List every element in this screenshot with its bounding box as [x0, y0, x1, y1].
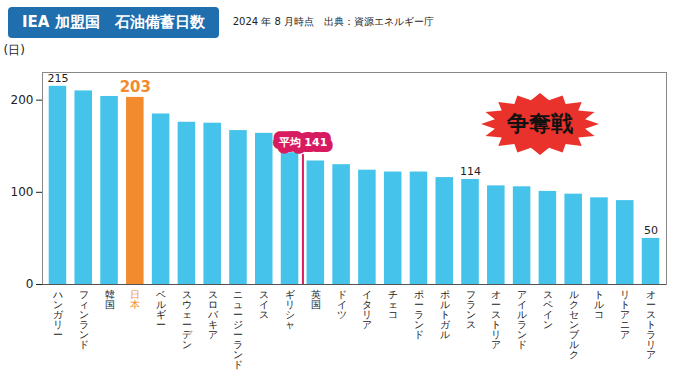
- svg-text:ギリシャ: ギリシャ: [285, 289, 295, 330]
- svg-text:オーストラリア: オーストラリア: [646, 289, 656, 360]
- svg-text:チェコ: チェコ: [388, 289, 398, 320]
- svg-text:(日): (日): [4, 43, 25, 57]
- svg-text:203: 203: [120, 78, 151, 96]
- svg-text:フランス: フランス: [466, 289, 476, 330]
- svg-text:スウェーデン: スウェーデン: [182, 289, 193, 350]
- svg-text:215: 215: [47, 72, 68, 85]
- svg-text:スペイン: スペイン: [543, 289, 553, 330]
- svg-text:ドイツ: ドイツ: [337, 289, 347, 320]
- svg-text:ポルトガル: ポルトガル: [440, 289, 451, 340]
- html-text:争奪戦: 争奪戦: [507, 111, 573, 136]
- svg-text:イタリア: イタリア: [362, 289, 372, 330]
- svg-text:200: 200: [11, 93, 34, 107]
- svg-text:リトアニア: リトアニア: [620, 289, 630, 340]
- svg-text:韓国: 韓国: [105, 289, 115, 310]
- svg-text:50: 50: [644, 224, 658, 237]
- svg-text:100: 100: [11, 185, 34, 199]
- svg-text:ニュージーランド: ニュージーランド: [233, 289, 243, 370]
- svg-text:日本: 日本: [130, 289, 140, 310]
- svg-text:フィンランド: フィンランド: [79, 289, 89, 350]
- svg-text:114: 114: [460, 165, 481, 178]
- svg-text:オーストリア: オーストリア: [491, 289, 501, 350]
- svg-text:アイルランド: アイルランド: [517, 289, 527, 350]
- svg-text:ルクセンブルク: ルクセンブルク: [569, 289, 580, 360]
- svg-text:ベルギー: ベルギー: [156, 289, 166, 330]
- svg-text:平均 141: 平均 141: [278, 136, 328, 149]
- svg-text:英国: 英国: [311, 289, 321, 310]
- svg-text:ハンガリー: ハンガリー: [52, 289, 64, 340]
- svg-text:スロバキア: スロバキア: [207, 289, 219, 340]
- svg-text:0: 0: [26, 277, 34, 291]
- html-text:2024 年 8 月時点 出典：資源エネルギー庁: 2024 年 8 月時点 出典：資源エネルギー庁: [232, 16, 434, 27]
- html-text:IEA 加盟国 石油備蓄日数: IEA 加盟国 石油備蓄日数: [22, 12, 205, 31]
- svg-text:スイス: スイス: [259, 289, 269, 320]
- svg-text:ポーランド: ポーランド: [414, 289, 424, 340]
- svg-text:トルコ: トルコ: [594, 289, 604, 320]
